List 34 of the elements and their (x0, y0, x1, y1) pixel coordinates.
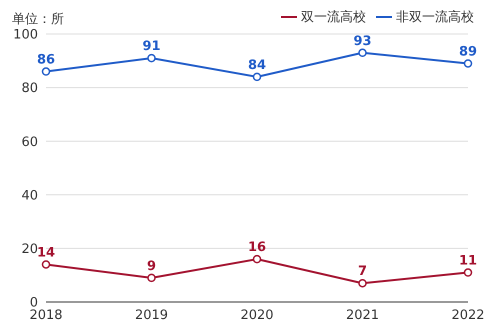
data-label: 84 (248, 58, 266, 73)
x-tick-label: 2022 (451, 308, 485, 324)
point (42, 260, 50, 269)
point (147, 274, 156, 282)
point (147, 54, 156, 62)
data-label: 89 (458, 44, 478, 60)
x-tick-label: 2021 (346, 308, 380, 324)
point (464, 268, 472, 277)
data-label: 86 (36, 52, 56, 68)
point (252, 254, 262, 264)
point (42, 67, 50, 76)
data-label: 9 (146, 258, 156, 274)
y-tick-label: 80 (21, 81, 38, 96)
point (358, 278, 367, 288)
x-tick-label: 2018 (29, 308, 63, 324)
y-axis-title: 单位：所 (12, 11, 64, 28)
y-tick-label: 40 (21, 188, 38, 204)
y-tick-label: 100 (13, 28, 38, 43)
x-tick-label: 2019 (134, 308, 168, 324)
data-label: 14 (36, 245, 56, 260)
point (464, 59, 472, 68)
y-tick-label: 60 (21, 134, 38, 150)
data-label: 93 (353, 34, 372, 49)
x-tick-label: 2020 (240, 308, 274, 324)
point (358, 48, 367, 58)
data-label: 91 (142, 39, 161, 54)
point (252, 72, 262, 82)
legend-label: 双一流高校 (301, 10, 366, 25)
data-label: 11 (458, 254, 478, 269)
legend-label: 非双一流高校 (396, 10, 474, 25)
data-label: 16 (248, 240, 266, 256)
y-tick-label: 20 (21, 242, 38, 258)
y-tick-label: 0 (30, 296, 38, 311)
data-label: 7 (358, 264, 368, 280)
